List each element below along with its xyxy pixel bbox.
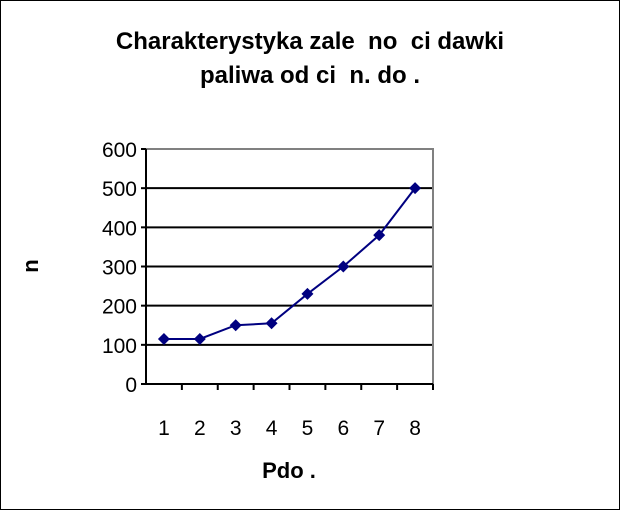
y-tick-label: 200 bbox=[102, 296, 137, 319]
chart-title: Charakterystyka zale no ci dawki paliwa … bbox=[1, 25, 619, 93]
plot-border bbox=[146, 148, 434, 384]
y-tick-label: 600 bbox=[102, 139, 137, 162]
x-tick-label: 2 bbox=[194, 417, 206, 440]
y-tick-label: 500 bbox=[102, 178, 137, 201]
y-tick-label: 300 bbox=[102, 257, 137, 280]
title-line-2: paliwa od ci n. do . bbox=[199, 62, 421, 89]
x-tick-label: 7 bbox=[373, 417, 385, 440]
data-point-marker bbox=[301, 287, 314, 300]
x-tick-label: 5 bbox=[302, 417, 314, 440]
y-tick-label: 0 bbox=[125, 374, 137, 397]
x-tick-label: 1 bbox=[158, 417, 170, 440]
x-tick-label: 3 bbox=[230, 417, 242, 440]
data-point-marker bbox=[337, 260, 350, 273]
data-point-marker bbox=[229, 319, 242, 332]
y-tick-label: 400 bbox=[102, 217, 137, 240]
x-axis-label: Pdo . bbox=[262, 458, 316, 483]
series-line bbox=[163, 187, 416, 340]
x-tick-label: 6 bbox=[337, 417, 349, 440]
data-point-marker bbox=[409, 182, 422, 195]
data-point-marker bbox=[265, 317, 278, 330]
data-point-marker bbox=[193, 332, 206, 345]
title-line-1: Charakterystyka zale no ci dawki bbox=[115, 28, 505, 55]
data-point-marker bbox=[157, 332, 170, 345]
y-tick-label: 100 bbox=[102, 335, 137, 358]
y-axis-label: n bbox=[18, 259, 43, 273]
x-tick-label: 4 bbox=[266, 417, 278, 440]
data-point-marker bbox=[373, 229, 386, 242]
x-tick-label: 8 bbox=[409, 417, 421, 440]
